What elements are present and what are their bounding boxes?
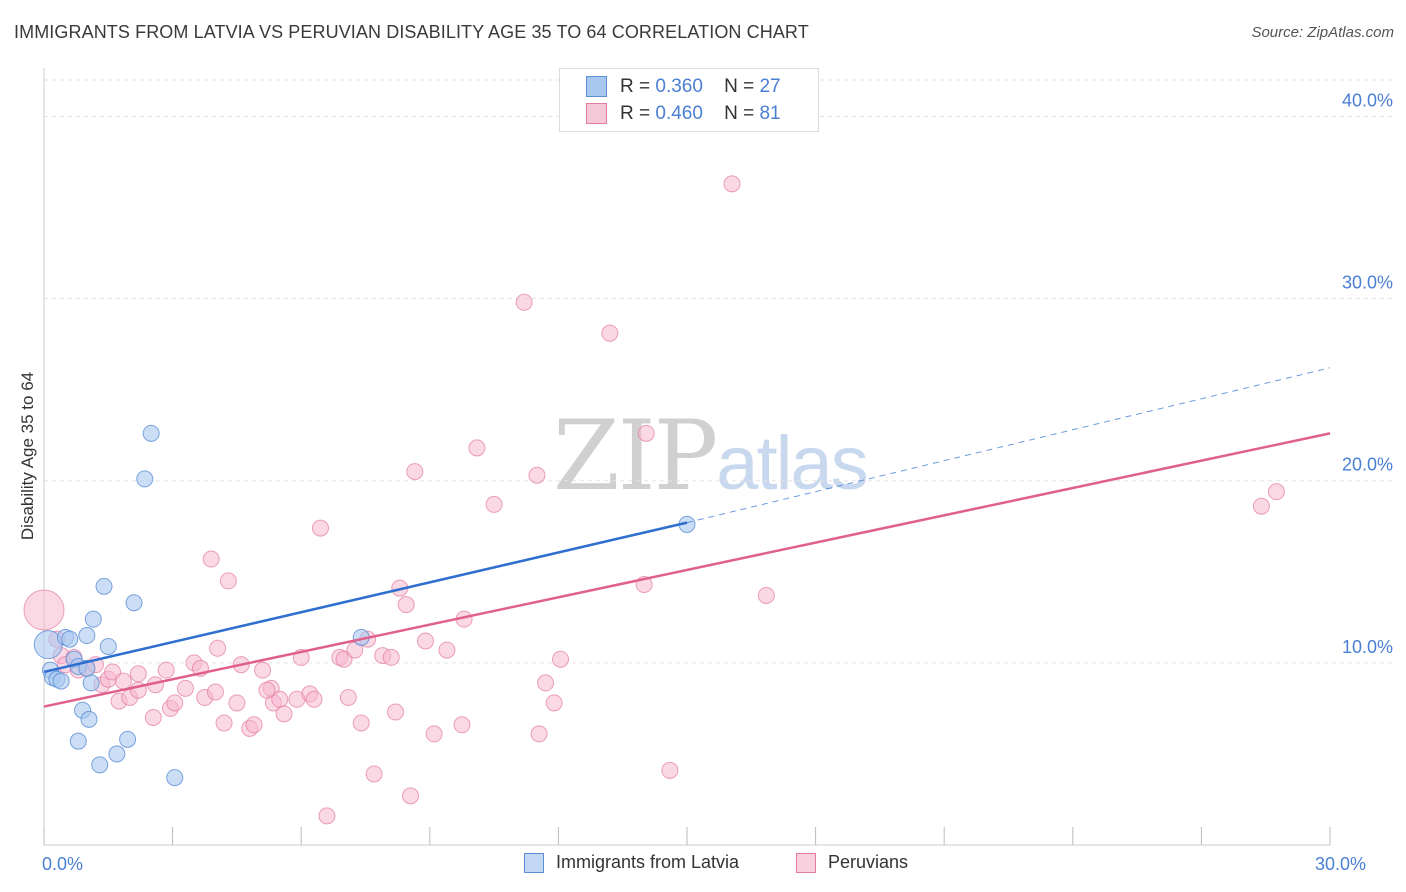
legend-item-latvia[interactable]: Immigrants from Latvia: [524, 852, 739, 873]
watermark: ZIPatlas: [553, 400, 869, 512]
r-value-peruvians: 0.460: [655, 102, 703, 124]
peruvian-point: [661, 761, 679, 779]
latvia-trendline-extension: [686, 367, 1331, 524]
latvia-point: [95, 577, 113, 595]
peruvian-point: [209, 639, 227, 657]
latvia-swatch: [586, 76, 607, 97]
peruvian-point: [438, 641, 456, 659]
latvia-point: [82, 674, 100, 692]
chart-title: IMMIGRANTS FROM LATVIA VS PERUVIAN DISAB…: [14, 22, 809, 42]
peruvian-point: [601, 324, 619, 342]
r-label: R =: [620, 75, 651, 97]
peruvian-point: [219, 572, 237, 590]
y-tick-label: 20.0%: [1342, 455, 1393, 475]
peruvian-point: [206, 683, 224, 701]
stats-text-latvia: R = 0.360 N = 27: [620, 76, 781, 98]
legend-label-peruvians: Peruvians: [828, 852, 909, 872]
legend-label-latvia: Immigrants from Latvia: [556, 852, 740, 872]
peruvian-point: [228, 694, 246, 712]
peruvian-point: [406, 463, 424, 481]
peruvian-point: [258, 681, 276, 699]
peruvians-legend-swatch: [796, 852, 816, 873]
peruvian-point: [114, 672, 132, 690]
peruvian-point: [166, 694, 184, 712]
latvia-trendline: [43, 521, 688, 674]
latvia-point: [91, 756, 109, 774]
peruvian-point: [365, 765, 383, 783]
latvia-point: [99, 637, 117, 655]
latvia-point: [142, 424, 160, 442]
n-value-peruvians: 81: [759, 102, 781, 124]
peruvian-point: [318, 807, 336, 825]
x-tick-label: 30.0%: [1315, 854, 1366, 874]
peruvian-point: [515, 293, 533, 311]
stats-legend: R = 0.360 N = 27 R = 0.460 N = 81: [559, 68, 819, 132]
peruvian-point: [144, 709, 162, 726]
n-label: N =: [724, 102, 755, 124]
peruvian-point: [275, 705, 293, 723]
r-value-latvia: 0.360: [655, 75, 703, 97]
peruvian-point: [254, 661, 272, 679]
peruvian-point: [552, 650, 570, 668]
peruvian-point: [1267, 483, 1285, 501]
peruvian-point: [468, 439, 486, 457]
y-tick-label: 40.0%: [1342, 90, 1393, 110]
r-label: R =: [620, 102, 651, 124]
latvia-point: [69, 732, 87, 750]
latvia-point: [119, 730, 137, 748]
peruvian-point: [537, 674, 555, 692]
latvia-legend-swatch: [524, 852, 544, 873]
source-label: Source: ZipAtlas.com: [1251, 24, 1394, 41]
y-tick-label: 30.0%: [1342, 273, 1393, 293]
peruvian-point: [339, 688, 357, 706]
peruvian-point: [176, 679, 194, 697]
y-tick-label: 10.0%: [1342, 637, 1393, 657]
latvia-point: [84, 610, 102, 628]
n-label: N =: [724, 75, 755, 97]
peruvian-point: [757, 586, 775, 604]
peruvian-point: [453, 716, 471, 734]
latvia-point: [52, 672, 70, 690]
peruvian-point: [129, 665, 147, 683]
peruvian-point: [397, 596, 415, 614]
x-tick-label: 0.0%: [42, 854, 83, 874]
peruvian-point: [637, 424, 655, 442]
latvia-point: [136, 470, 154, 488]
peruvian-point: [305, 690, 323, 708]
latvia-point: [166, 769, 184, 787]
watermark-atlas: atlas: [716, 421, 869, 506]
latvia-point: [61, 630, 79, 648]
latvia-point: [108, 745, 126, 763]
peruvian-point: [382, 648, 400, 666]
watermark-zip: ZIP: [553, 400, 718, 512]
peruvian-point: [417, 632, 435, 650]
peruvians-swatch: [586, 103, 607, 124]
peruvian-point: [202, 550, 220, 568]
latvia-point: [125, 594, 143, 612]
n-value-latvia: 27: [759, 75, 781, 97]
peruvian-trendline: [43, 432, 1331, 708]
peruvian-point: [23, 589, 65, 631]
peruvian-point: [157, 661, 175, 679]
peruvian-point: [545, 694, 563, 712]
peruvian-point: [387, 703, 405, 721]
legend-item-peruvians[interactable]: Peruvians: [796, 852, 908, 873]
peruvian-point: [352, 714, 370, 732]
peruvian-point: [402, 787, 420, 805]
peruvian-point: [723, 175, 741, 193]
peruvian-point: [530, 725, 548, 743]
peruvian-point: [528, 466, 546, 484]
latvia-point: [80, 710, 98, 728]
latvia-point: [78, 627, 96, 645]
peruvian-point: [245, 716, 263, 734]
peruvian-point: [1252, 497, 1270, 515]
peruvian-point: [485, 495, 503, 513]
stats-text-peruvians: R = 0.460 N = 81: [620, 103, 781, 125]
peruvian-point: [311, 519, 329, 537]
peruvian-point: [215, 714, 233, 732]
peruvian-point: [425, 725, 443, 743]
